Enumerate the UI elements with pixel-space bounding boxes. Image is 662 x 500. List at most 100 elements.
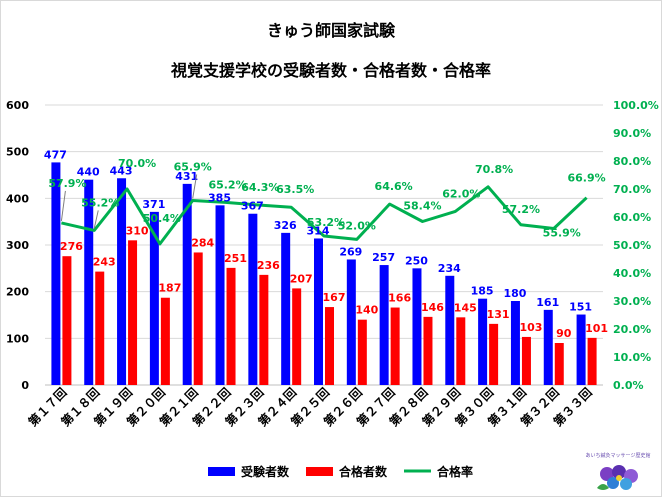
- legend-label-pass-rate: 合格率: [437, 464, 473, 479]
- right-axis-tick-label: 20.0%: [613, 323, 651, 336]
- leader-line: [60, 190, 66, 221]
- bar-passers: [292, 288, 302, 385]
- data-label-pass-rate: 70.0%: [118, 157, 156, 170]
- data-label-examinees: 269: [339, 245, 362, 258]
- bar-examinees: [84, 179, 94, 385]
- right-axis-tick-label: 60.0%: [613, 211, 651, 224]
- bar-passers: [554, 343, 564, 385]
- logo-flower-center: [616, 475, 622, 481]
- data-label-examinees: 180: [503, 287, 526, 300]
- data-label-passers: 131: [487, 308, 510, 321]
- logo-leaf: [597, 484, 609, 490]
- data-label-examinees: 250: [405, 254, 428, 267]
- data-label-pass-rate: 55.2%: [81, 196, 119, 209]
- bar-passers: [95, 271, 105, 385]
- left-axis-tick-label: 200: [6, 286, 29, 299]
- bar-passers: [521, 336, 531, 385]
- bar-passers: [456, 317, 466, 385]
- leader-line: [192, 174, 198, 199]
- bar-examinees: [149, 211, 159, 385]
- left-axis-tick-label: 400: [6, 192, 29, 205]
- legend-label-examinees: 受験者数: [241, 464, 290, 479]
- data-label-passers: 187: [158, 282, 181, 295]
- bar-passers: [193, 252, 203, 385]
- bar-passers: [325, 307, 334, 385]
- right-axis-tick-label: 90.0%: [613, 127, 651, 140]
- data-label-pass-rate: 53.2%: [307, 216, 345, 229]
- logo-flower-petal: [607, 477, 619, 489]
- data-label-passers: 166: [388, 292, 411, 305]
- right-axis-tick-label: 100.0%: [613, 99, 659, 112]
- data-label-examinees: 151: [569, 301, 592, 314]
- bar-passers: [489, 323, 499, 385]
- bar-examinees: [248, 213, 258, 385]
- bar-examinees: [412, 268, 422, 385]
- bar-passers: [128, 240, 138, 385]
- bar-examinees: [576, 314, 586, 385]
- right-axis-tick-label: 50.0%: [613, 239, 651, 252]
- data-label-passers: 207: [290, 272, 313, 285]
- data-label-examinees: 367: [241, 200, 264, 213]
- logo-flower-petal: [600, 467, 614, 481]
- chart-title-line1: きゅう師国家試験: [267, 21, 396, 40]
- bar-examinees: [51, 162, 61, 385]
- data-label-passers: 167: [323, 291, 346, 304]
- data-label-pass-rate: 58.4%: [403, 199, 441, 212]
- bar-examinees: [346, 259, 356, 385]
- data-label-passers: 284: [191, 236, 214, 249]
- data-label-passers: 140: [355, 304, 378, 317]
- data-label-pass-rate: 66.9%: [568, 172, 606, 185]
- logo-flower-petal: [620, 478, 632, 490]
- right-axis-tick-label: 40.0%: [613, 267, 651, 280]
- left-axis-tick-label: 500: [6, 146, 29, 159]
- right-axis-tick-label: 30.0%: [613, 295, 651, 308]
- data-label-examinees: 385: [208, 191, 231, 204]
- bar-examinees: [215, 205, 225, 385]
- data-label-passers: 276: [60, 240, 83, 253]
- data-label-passers: 236: [257, 259, 280, 272]
- bar-examinees: [182, 183, 192, 385]
- bar-examinees: [281, 232, 291, 385]
- bar-examinees: [445, 275, 455, 385]
- data-label-pass-rate: 52.0%: [338, 219, 376, 232]
- data-label-passers: 90: [556, 327, 572, 340]
- legend-label-passers: 合格者数: [339, 464, 388, 479]
- data-label-passers: 310: [126, 224, 149, 237]
- left-axis-tick-label: 600: [6, 99, 29, 112]
- data-label-examinees: 431: [175, 170, 198, 183]
- data-label-passers: 101: [585, 322, 608, 335]
- data-label-examinees: 161: [536, 296, 559, 309]
- logo-flower-petal: [612, 465, 626, 479]
- right-axis-tick-label: 80.0%: [613, 155, 651, 168]
- data-label-examinees: 371: [142, 198, 165, 211]
- data-label-passers: 103: [519, 321, 542, 334]
- legend: 受験者数 合格者数 合格率: [208, 464, 473, 479]
- data-label-examinees: 326: [274, 219, 297, 232]
- bar-passers: [62, 256, 72, 385]
- data-label-examinees: 314: [307, 224, 330, 237]
- legend-swatch-examinees: [208, 467, 235, 476]
- bar-passers: [587, 337, 597, 385]
- data-label-pass-rate: 64.3%: [241, 181, 279, 194]
- line-pass-rate: [61, 185, 588, 246]
- bar-passers: [357, 319, 367, 385]
- left-axis-tick-label: 0: [21, 379, 29, 392]
- data-label-pass-rate: 55.9%: [543, 226, 581, 239]
- bar-examinees: [379, 265, 389, 385]
- data-label-examinees: 443: [110, 164, 133, 177]
- bar-examinees: [543, 309, 553, 385]
- logo-text: あいち鍼灸マッサージ歴史館: [586, 452, 651, 459]
- logo: あいち鍼灸マッサージ歴史館: [579, 446, 657, 492]
- data-label-pass-rate: 64.6%: [375, 180, 413, 193]
- data-label-examinees: 257: [372, 251, 395, 264]
- bar-passers: [160, 297, 170, 385]
- data-label-examinees: 440: [77, 166, 100, 179]
- bar-examinees: [478, 298, 488, 385]
- left-axis-tick-label: 100: [6, 332, 29, 345]
- data-label-passers: 146: [421, 301, 444, 314]
- bar-passers: [390, 307, 400, 385]
- data-label-pass-rate: 57.9%: [48, 177, 86, 190]
- bar-passers: [423, 316, 433, 385]
